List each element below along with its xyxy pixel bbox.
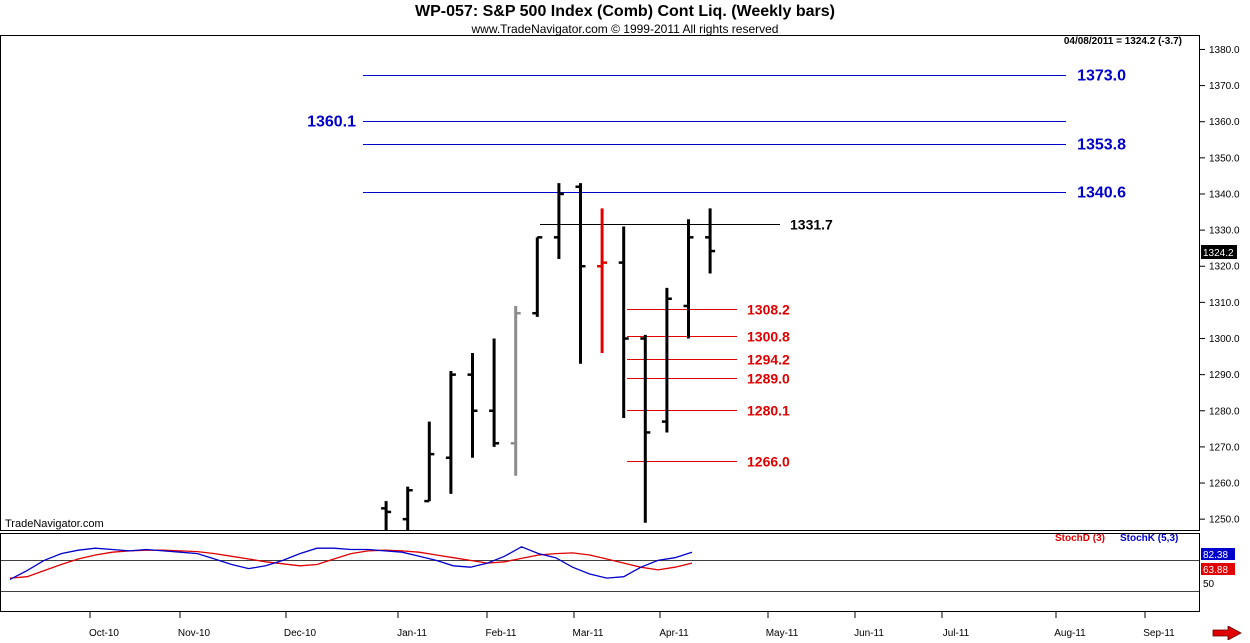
x-tick-label: Dec-10 [284,628,317,639]
x-tick-label: Nov-10 [178,628,211,639]
stoch-value-label: 63.88 [1203,565,1228,576]
x-tick-label: Aug-11 [1054,628,1086,639]
x-tick-label: Jan-11 [397,628,427,639]
x-tick-label: Mar-11 [573,628,604,639]
stoch-series-line [9,546,693,580]
x-tick-label: May-11 [766,628,799,639]
brand-label: TradeNavigator.com [5,518,104,530]
ohlc-bar [489,338,500,447]
ohlc-bar [683,219,694,339]
stoch-value-tag [1201,577,1235,589]
y-tick-label: 1330.0 [1209,226,1240,237]
y-tick-label: 1360.0 [1209,117,1240,128]
y-tick-label: 1260.0 [1209,479,1240,490]
x-tick-label: Sep-11 [1143,628,1175,639]
y-tick-label: 1270.0 [1209,442,1240,453]
y-tick-label: 1350.0 [1209,153,1240,164]
level-label: 1266.0 [747,454,790,470]
stochastic-panel [0,533,1200,612]
x-tick-label: Feb-11 [486,628,517,639]
price-axis [1200,35,1250,613]
ohlc-bar [640,334,651,523]
level-label: 1373.0 [1077,68,1126,85]
y-tick-label: 1290.0 [1209,370,1240,381]
price-readout: 04/08/2011 = 1324.2 (-3.7) [1063,36,1182,47]
level-label: 1300.8 [747,329,790,345]
ohlc-bar [705,208,716,274]
level-label: 1340.6 [1077,185,1126,202]
ohlc-bar [532,236,543,317]
last-price-tag [1201,245,1237,259]
y-tick-label: 1380.0 [1209,45,1240,56]
level-label: 1294.2 [747,352,790,368]
y-tick-label: 1280.0 [1209,406,1240,417]
legend-stochd: StochD (3) [1055,533,1105,544]
ohlc-bar [575,183,586,364]
ohlc-bar [424,421,435,503]
scroll-right-arrow-icon[interactable] [1212,626,1242,640]
level-label: 1331.7 [790,217,833,233]
chart-title: WP-057: S&P 500 Index (Comb) Cont Liq. (… [415,3,835,20]
price-bars [381,183,716,530]
y-tick-label: 1300.0 [1209,334,1240,345]
stoch-series-line [9,549,693,579]
level-label: 1360.1 [307,114,356,131]
price-axis-ticks: 1250.0 1260.0 1270.0 1280.0 1290.0 1300.0 1310… [1200,45,1240,526]
legend-stochk: StochK (5,3) [1120,533,1179,544]
ohlc-bar [661,287,672,433]
price-panel [0,35,1200,531]
chart-subtitle: www.TradeNavigator.com © 1999-2011 All r… [471,22,779,36]
ohlc-bar [510,305,521,476]
stochastic-lines: 82.38 63.88 50 [9,546,1235,590]
x-tick-label: Jun-11 [854,628,884,639]
y-tick-label: 1340.0 [1209,189,1240,200]
y-tick-label: 1310.0 [1209,298,1240,309]
y-tick-label: 1250.0 [1209,515,1240,526]
y-tick-label: 1370.0 [1209,81,1240,92]
level-label: 1308.2 [747,302,790,318]
level-label: 1280.1 [747,403,790,419]
fib-levels: 1373.0 1360.1 1353.8 1340.6 1331.7 1308.2 1300… [307,68,1126,470]
ohlc-bar [597,208,608,353]
x-tick-label: Jul-11 [943,628,970,639]
ohlc-bar [402,486,413,530]
stoch-value-label: 82.38 [1203,550,1228,561]
ohlc-bar [381,501,392,530]
x-tick-label: Apr-11 [659,628,689,639]
level-label: 1289.0 [747,371,790,387]
ohlc-bar [553,183,564,260]
ohlc-bar [618,226,629,418]
ohlc-bar [467,352,478,458]
last-price-label: 1324.2 [1203,248,1234,259]
stoch-value-label: 50 [1203,579,1215,590]
x-tick-label: Oct-10 [89,628,119,639]
ohlc-bar [445,371,456,494]
y-tick-label: 1320.0 [1209,262,1240,273]
level-label: 1353.8 [1077,137,1126,154]
time-axis: Oct-10 Nov-10 Dec-10 Jan-11 Feb-11 Mar-11 Apr-… [89,612,1175,639]
stoch-value-tag [1201,548,1235,560]
stoch-value-tag [1201,563,1235,575]
